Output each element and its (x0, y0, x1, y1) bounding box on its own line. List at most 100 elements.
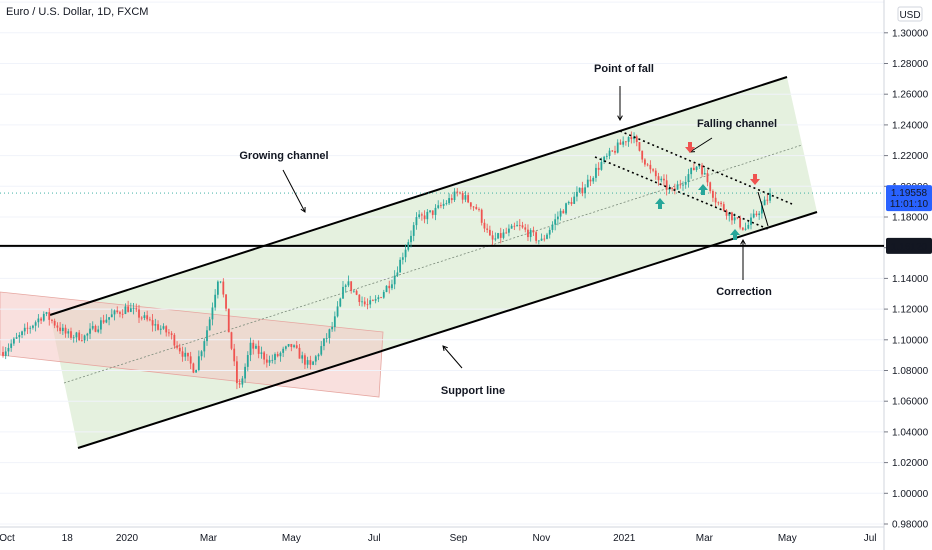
candle-body (459, 192, 461, 194)
correction-arrow-head (740, 238, 746, 245)
candle-body (668, 188, 671, 190)
candle-body (312, 361, 314, 365)
candle-body (701, 165, 703, 175)
candle-body (652, 169, 654, 171)
candle-body (570, 201, 573, 204)
candle-body (448, 198, 450, 204)
candle-body (268, 359, 271, 363)
candle-body (135, 308, 138, 310)
candle-body (731, 212, 733, 221)
candle-body (750, 217, 752, 225)
candle-body (342, 286, 344, 299)
candle-body (401, 257, 404, 260)
x-tick-label: May (778, 533, 797, 544)
candle-body (687, 174, 690, 182)
candle-body (4, 351, 7, 356)
candle-body (328, 329, 331, 338)
candle-body (151, 320, 154, 326)
y-tick-label: 1.14000 (892, 274, 929, 285)
falling-channel-arrow (689, 137, 713, 153)
candle-body (695, 166, 698, 170)
chart-title: Euro / U.S. Dollar, 1D, FXCM (6, 6, 149, 18)
candle-body (420, 214, 423, 216)
x-tick-label: 18 (62, 533, 74, 544)
candle-body (323, 338, 325, 347)
candle-body (238, 383, 241, 385)
candle-body (635, 136, 638, 143)
candle-body (744, 228, 747, 230)
candle-body (230, 332, 233, 349)
candle-body (513, 225, 516, 227)
candle-body (26, 327, 29, 329)
candle-body (551, 224, 554, 230)
candle-body (40, 318, 42, 321)
candle-body (279, 352, 282, 357)
channel-upper-line (49, 76, 788, 316)
candle-body (450, 198, 453, 201)
candle-body (556, 216, 559, 220)
y-tick-label: 1.10000 (892, 335, 929, 346)
x-tick-label: May (282, 533, 301, 544)
buy-signal-arrow (655, 198, 665, 209)
y-tick-label: 1.28000 (892, 59, 929, 70)
candle-body (203, 341, 206, 352)
countdown-label: 11:01:10 (890, 199, 929, 210)
candle-body (64, 327, 67, 334)
candle-body (483, 222, 486, 229)
candle-body (624, 141, 627, 143)
candle-body (521, 225, 524, 228)
candle-body (586, 179, 589, 188)
currency-button[interactable] (897, 6, 923, 22)
candle-body (377, 297, 380, 300)
candle-body (331, 327, 334, 330)
candle-body (140, 317, 143, 319)
growing-channel-area (50, 77, 817, 448)
candle-body (535, 232, 538, 241)
x-tick-label: 2020 (116, 533, 139, 544)
candle-body (769, 193, 771, 201)
candle-body (524, 227, 527, 230)
candle-body (592, 177, 595, 182)
y-tick-label: 1.18000 (892, 213, 929, 224)
candle-body (192, 363, 195, 373)
candle-body (714, 197, 717, 203)
candle-body (546, 234, 548, 239)
candle-body (755, 213, 758, 216)
candle-body (89, 328, 91, 334)
x-tick-label: Mar (200, 533, 218, 544)
candle-body (736, 217, 739, 219)
candle-body (241, 378, 244, 385)
y-tick-label: 1.00000 (892, 489, 929, 500)
candle-body (374, 299, 377, 301)
candle-body (225, 294, 227, 309)
y-tick-label: 1.04000 (892, 427, 929, 438)
support-line (77, 211, 818, 449)
annotation-point-of-fall: Point of fall (594, 63, 654, 75)
candle-body (301, 355, 304, 359)
candle-body (105, 319, 108, 323)
candle-body (690, 167, 693, 175)
candle-body (508, 228, 510, 233)
candle-body (154, 324, 157, 326)
candle-body (581, 187, 584, 194)
candle-body (83, 335, 86, 341)
candle-body (358, 294, 361, 303)
candle-body (37, 318, 40, 323)
candle-body (116, 310, 119, 313)
candle-body (67, 331, 70, 334)
point-of-fall-arrow-head (617, 115, 623, 122)
candle-body (129, 308, 132, 312)
candle-body (712, 191, 714, 198)
candle-body (263, 352, 266, 360)
candle-body (763, 199, 766, 206)
candle-body (51, 319, 53, 321)
candle-body (540, 238, 543, 241)
candle-body (440, 205, 442, 207)
candle-body (42, 313, 45, 321)
candle-body (739, 217, 742, 228)
annotation-correction: Correction (716, 286, 772, 298)
candle-body (162, 326, 165, 329)
last-price-label: 1.19558 (891, 188, 928, 199)
candle-body (399, 259, 402, 273)
